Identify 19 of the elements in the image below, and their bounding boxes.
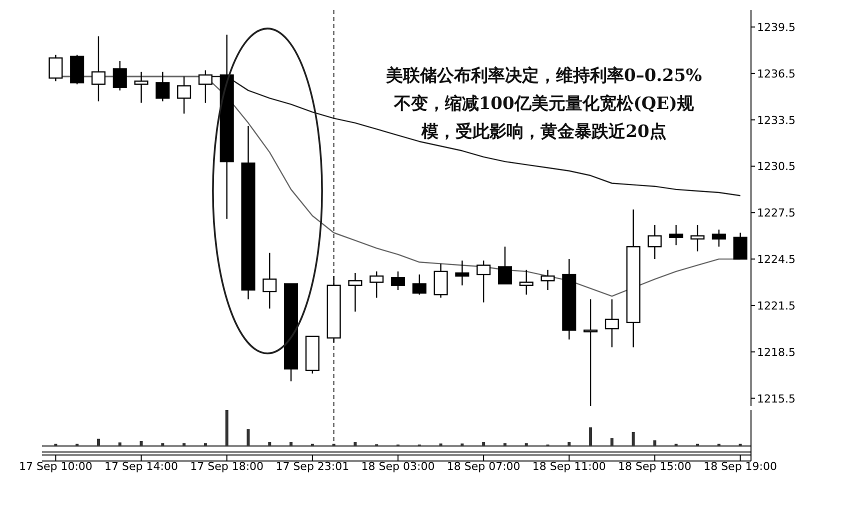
y-tick-label: 1233.5 xyxy=(757,114,796,127)
y-tick-label: 1230.5 xyxy=(757,160,796,174)
y-tick-label: 1236.5 xyxy=(757,67,796,80)
x-tick-label: 18 Sep 11:00 xyxy=(532,460,606,473)
x-tick-label: 18 Sep 19:00 xyxy=(704,460,778,473)
y-tick-label: 1227.5 xyxy=(757,206,796,220)
y-tick-label: 1239.5 xyxy=(757,21,796,34)
x-tick-label: 17 Sep 18:00 xyxy=(190,460,264,473)
y-tick-label: 1221.5 xyxy=(757,299,796,312)
y-tick-label: 1215.5 xyxy=(757,392,796,406)
y-tick-label: 1224.5 xyxy=(757,253,796,266)
x-tick-label: 18 Sep 03:00 xyxy=(361,460,435,473)
x-tick-label: 17 Sep 23:01 xyxy=(276,460,350,473)
y-tick-label: 1218.5 xyxy=(757,346,796,359)
x-tick-label: 17 Sep 14:00 xyxy=(104,460,178,473)
x-tick-label: 17 Sep 10:00 xyxy=(18,460,92,473)
annotation: 美联储公布利率决定，维持利率0–0.25%不变，缩减100亿美元量化宽松(QE)规模，受此影响，黄金暴跌近20点 xyxy=(384,65,703,144)
x-tick-label: 18 Sep 07:00 xyxy=(446,460,520,473)
x-tick-label: 18 Sep 15:00 xyxy=(618,460,692,473)
